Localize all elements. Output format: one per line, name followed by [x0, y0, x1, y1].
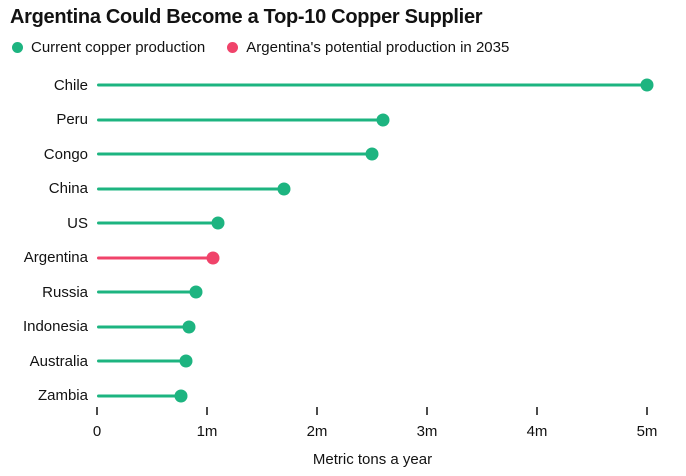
lollipop-track: [97, 103, 686, 138]
lollipop-stem: [97, 152, 372, 156]
chart-row: Chile: [0, 68, 686, 103]
category-label: US: [67, 214, 88, 232]
lollipop-track: [97, 379, 686, 414]
lollipop-track: [97, 310, 686, 345]
lollipop-dot: [365, 147, 379, 161]
lollipop-dot: [211, 216, 225, 230]
lollipop-dot: [206, 251, 219, 265]
lollipop-stem: [97, 325, 190, 329]
chart-row: Peru: [0, 103, 686, 138]
chart-row: Zambia: [0, 379, 686, 414]
tick-mark: [206, 407, 208, 415]
lollipop-track: [97, 344, 686, 379]
chart-row: China: [0, 172, 686, 207]
lollipop-stem: [97, 83, 647, 87]
legend-dot-red-icon: [227, 42, 239, 53]
lollipop-stem: [97, 118, 383, 122]
category-label: Chile: [53, 76, 88, 94]
tick-mark: [536, 407, 538, 415]
lollipop-track: [97, 172, 686, 207]
category-label: Peru: [56, 111, 88, 129]
tick-mark: [96, 407, 98, 415]
lollipop-dot: [179, 354, 193, 368]
lollipop-stem: [97, 187, 284, 191]
lollipop-dot: [277, 182, 291, 196]
x-axis: 0 1m 2m 3m 4m 5m: [93, 407, 657, 447]
tick-label: 2m: [306, 423, 328, 440]
x-axis-title: Metric tons a year: [312, 451, 433, 468]
tick-mark: [426, 407, 428, 415]
tick-label: 0: [92, 423, 102, 440]
lollipop-stem: [97, 394, 181, 398]
tick-label: 4m: [526, 423, 548, 440]
chart-title: Argentina Could Become a Top-10 Copper S…: [10, 6, 483, 28]
lollipop-stem: [97, 256, 213, 260]
chart-row: Congo: [0, 137, 686, 172]
lollipop-track: [97, 137, 686, 172]
legend: Current copper production Argentina's po…: [12, 39, 509, 56]
tick-mark: [646, 407, 648, 415]
lollipop-chart: Chile Peru Congo China US Argentina Russia Indo…: [0, 68, 686, 413]
lollipop-stem: [97, 290, 196, 294]
lollipop-dot: [640, 78, 654, 92]
legend-label: Argentina's potential production in 2035: [246, 39, 510, 56]
tick-label: 5m: [636, 423, 658, 440]
tick-label: 1m: [196, 423, 218, 440]
lollipop-dot: [189, 285, 203, 299]
category-label: Congo: [43, 145, 88, 163]
chart-row: Indonesia: [0, 310, 686, 345]
lollipop-track: [97, 275, 686, 310]
lollipop-track: [97, 68, 686, 103]
legend-item-current-production: Current copper production: [12, 39, 205, 56]
chart-row: US: [0, 206, 686, 241]
category-label: Australia: [29, 352, 88, 370]
category-label: Russia: [42, 283, 88, 301]
lollipop-dot: [376, 113, 390, 127]
lollipop-track: [97, 206, 686, 241]
tick-mark: [316, 407, 318, 415]
lollipop-dot: [182, 320, 196, 334]
legend-item-argentina-potential: Argentina's potential production in 2035: [227, 39, 509, 56]
lollipop-stem: [97, 359, 187, 363]
category-label: China: [48, 180, 88, 198]
chart-row: Argentina: [0, 241, 686, 276]
legend-dot-green-icon: [12, 42, 23, 53]
category-label: Argentina: [23, 249, 88, 267]
legend-label: Current copper production: [31, 39, 206, 56]
chart-row: Russia: [0, 275, 686, 310]
chart-row: Australia: [0, 344, 686, 379]
category-label: Zambia: [37, 387, 88, 405]
tick-label: 3m: [416, 423, 438, 440]
lollipop-stem: [97, 221, 218, 225]
category-label: Indonesia: [22, 318, 88, 336]
lollipop-dot: [174, 389, 188, 403]
lollipop-track: [97, 241, 686, 276]
